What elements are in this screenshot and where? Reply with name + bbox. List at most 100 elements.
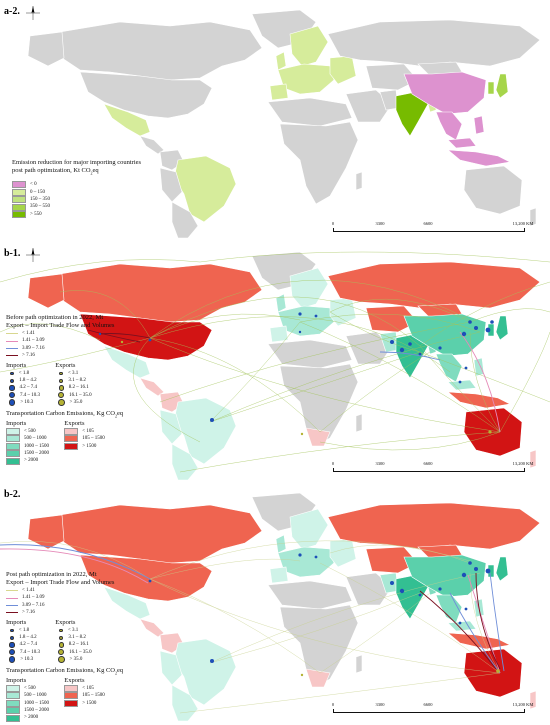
flow-legend-title: Post path optimization in 2022, Mt bbox=[6, 571, 97, 578]
country-malaysia bbox=[447, 620, 477, 632]
country-peru bbox=[159, 650, 183, 686]
legend-swatch bbox=[64, 435, 79, 443]
legend-row: > 550 bbox=[12, 211, 141, 219]
legend-swatch bbox=[64, 685, 79, 692]
legend-swatch bbox=[6, 714, 20, 722]
country-peru bbox=[159, 409, 183, 445]
scale-tick: 6600 bbox=[423, 461, 433, 466]
scale-tick: 3300 bbox=[375, 702, 385, 707]
legend-label: < 1.41 bbox=[22, 588, 35, 593]
legend-dot bbox=[57, 399, 65, 407]
country-korea bbox=[487, 81, 495, 95]
country-philippines bbox=[473, 115, 485, 135]
country-new-zealand bbox=[529, 207, 537, 227]
carbon-legend-end: eq bbox=[117, 409, 124, 417]
legend-row: 1.41 – 3.09 bbox=[6, 594, 123, 601]
legend-row: < 0 bbox=[12, 181, 141, 189]
legend-row: 105 – 1500 bbox=[64, 692, 105, 700]
country-argentina-chile bbox=[171, 201, 199, 239]
country-mexico bbox=[103, 586, 151, 620]
legend-dot bbox=[58, 385, 64, 391]
legend-swatch bbox=[64, 692, 79, 700]
legend-label: < 1.8 bbox=[18, 627, 30, 633]
legend-row: < 3.1 bbox=[55, 370, 91, 377]
legend-label: < 105 bbox=[82, 685, 94, 691]
legend-label: 1.41 – 3.09 bbox=[22, 595, 45, 601]
legend-dot bbox=[59, 378, 64, 383]
legend-row: < 1.8 bbox=[6, 627, 40, 634]
legend-row: 3.09 – 7.16 bbox=[6, 345, 123, 352]
legend-label: 16.1 – 35.0 bbox=[69, 649, 92, 655]
legend-swatch bbox=[6, 692, 20, 700]
country-iberia bbox=[269, 325, 289, 343]
legend-row: > 35.0 bbox=[55, 656, 91, 664]
legend-label: < 3.1 bbox=[67, 370, 79, 376]
legend-row: 8.2 – 16.1 bbox=[55, 384, 91, 391]
import-points bbox=[148, 553, 491, 663]
legend-label: < 3.1 bbox=[67, 627, 79, 633]
country-madagascar bbox=[355, 654, 363, 674]
legend-label: < 1.8 bbox=[18, 370, 30, 376]
legend-row: > 10.3 bbox=[6, 656, 40, 664]
legend-dot bbox=[59, 628, 63, 632]
scale-tick: 13,200 KM bbox=[512, 221, 534, 226]
country-japan bbox=[495, 315, 509, 341]
legend-title: Emission reduction for major importing c… bbox=[12, 159, 142, 166]
country-australia bbox=[463, 648, 523, 698]
legend-row: 150 – 350 bbox=[12, 196, 141, 204]
legend-row: > 1500 bbox=[64, 442, 105, 450]
country-indonesia bbox=[447, 149, 511, 167]
country-mexico bbox=[103, 103, 151, 137]
legend-dot bbox=[9, 385, 15, 391]
import-points bbox=[98, 312, 494, 422]
legend-label: < 1.41 bbox=[22, 331, 35, 336]
country-central-asia bbox=[365, 546, 419, 574]
scale-tick: 6600 bbox=[423, 702, 433, 707]
country-canada bbox=[59, 263, 263, 323]
export-points bbox=[300, 669, 500, 677]
legend-label: 350 – 550 bbox=[30, 204, 50, 210]
carbon-legend-end: eq bbox=[117, 666, 124, 674]
country-japan bbox=[495, 556, 509, 582]
legend-label: > 1500 bbox=[82, 443, 97, 449]
legend-line bbox=[6, 604, 18, 606]
carbon-imports-legend: < 500 500 – 1000 1000 – 1500 1500 – 2000 > 2… bbox=[6, 685, 49, 722]
legend-label: 4.2 – 7.4 bbox=[19, 642, 38, 648]
legend-label: 1.41 – 3.09 bbox=[22, 338, 45, 344]
country-australia bbox=[463, 407, 523, 457]
north-arrow-icon bbox=[26, 6, 40, 22]
flow-legend: < 1.41 1.41 – 3.09 3.09 – 7.16 > 7.16 bbox=[6, 330, 123, 360]
country-central-america bbox=[139, 135, 165, 155]
legend-row: < 500 bbox=[6, 428, 49, 435]
country-scandinavia bbox=[289, 508, 329, 550]
legend-row: 350 – 550 bbox=[12, 203, 141, 211]
legend-label: 1500 – 2000 bbox=[24, 450, 49, 456]
legend-swatch bbox=[6, 457, 20, 465]
legend-b2: Post path optimization in 2022, Mt Expor… bbox=[6, 571, 123, 722]
country-central-america bbox=[139, 377, 165, 397]
legend-label: > 2000 bbox=[24, 458, 39, 464]
legend-row: 16.1 – 35.0 bbox=[55, 392, 92, 399]
legend-line bbox=[6, 612, 18, 614]
country-middle-east bbox=[345, 89, 393, 123]
legend-dot bbox=[9, 635, 15, 640]
carbon-exports-title: Exports bbox=[64, 676, 85, 684]
country-southeast-asia bbox=[435, 353, 463, 383]
country-philippines bbox=[473, 357, 485, 377]
legend-row: 1.41 – 3.09 bbox=[6, 337, 123, 344]
legend-title-end: eq bbox=[92, 167, 99, 174]
legend-row: 1.8 – 4.2 bbox=[6, 634, 40, 641]
legend-line bbox=[6, 333, 18, 335]
legend-label: 4.2 – 7.4 bbox=[19, 385, 38, 391]
legend-dot bbox=[9, 378, 15, 383]
carbon-legend-sub: 2 bbox=[115, 669, 117, 675]
flow-legend: < 1.41 1.41 – 3.09 3.09 – 7.16 > 7.16 bbox=[6, 587, 123, 617]
legend-label: 1500 – 2000 bbox=[24, 707, 49, 713]
carbon-legend-title: Transportation Carbon Emissions, Kg CO bbox=[6, 666, 115, 674]
country-iberia bbox=[269, 83, 289, 101]
legend-label: 1.8 – 4.2 bbox=[19, 377, 37, 383]
country-iberia bbox=[269, 566, 289, 584]
legend-dot bbox=[59, 371, 63, 375]
country-russia bbox=[327, 502, 541, 550]
legend-row: 7.4 – 10.3 bbox=[6, 392, 40, 399]
